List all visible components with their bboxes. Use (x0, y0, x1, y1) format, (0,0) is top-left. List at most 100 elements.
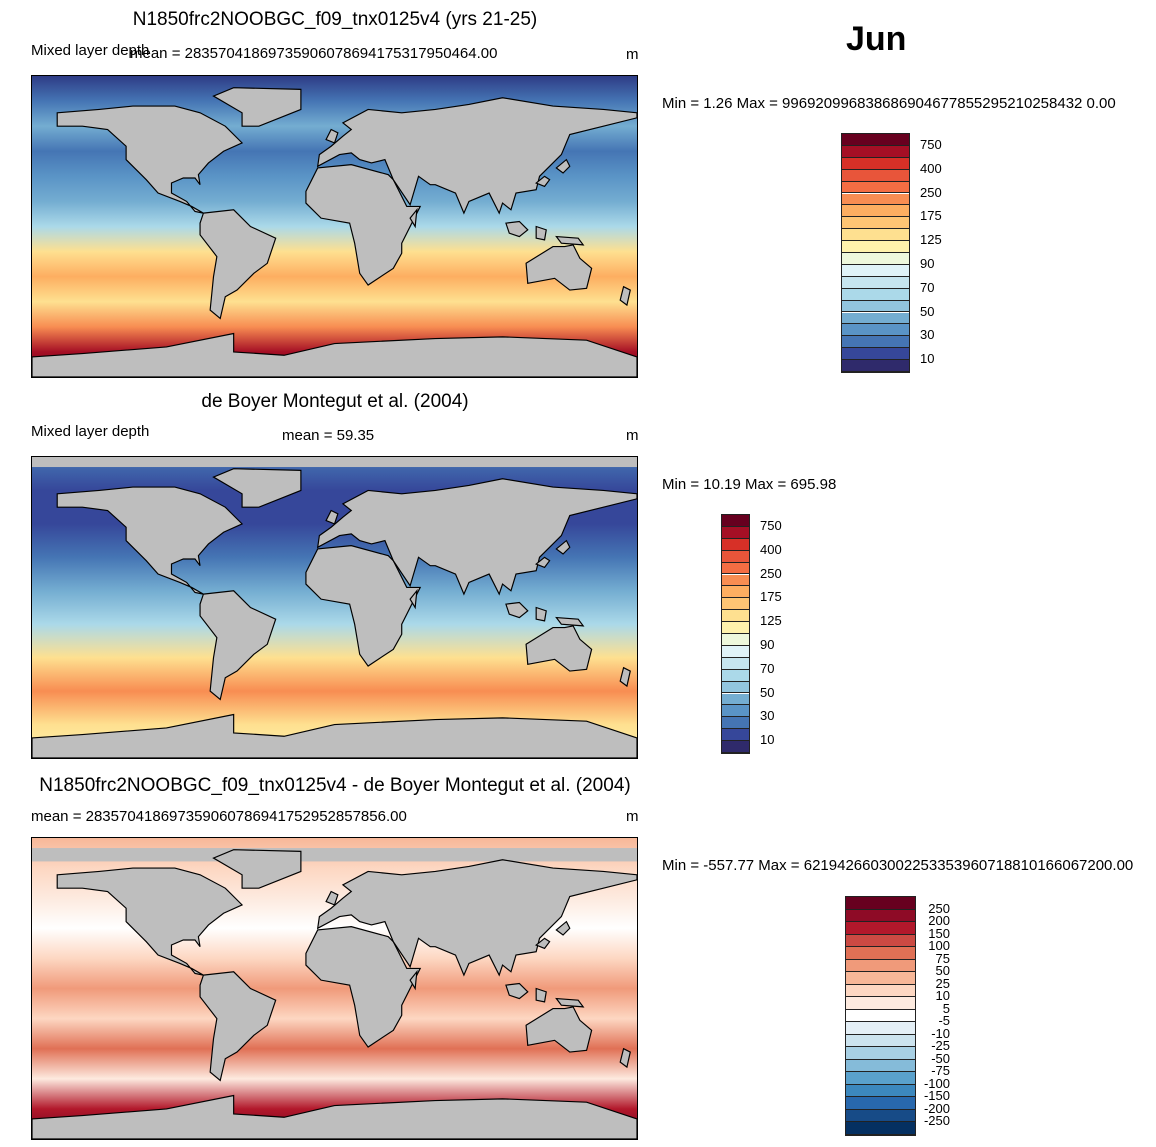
colorbar-label: 150 (928, 925, 950, 941)
panel-1-minmax: Min = 1.26 Max = 99692099683868690467785… (662, 95, 1116, 112)
panel-3-mean: mean = 283570418697359060786941752952857… (31, 808, 407, 825)
colorbar-label: 400 (920, 160, 942, 176)
panel-2-map-svg (32, 457, 637, 758)
colorbar-box (722, 515, 749, 527)
colorbar-box (842, 336, 909, 349)
arctic-missing (32, 848, 637, 862)
panel-1-variable: Mixed layer depth (31, 42, 150, 59)
colorbar-label: 200 (928, 913, 950, 929)
panel-1-mean: mean = 283570418697359060786941753179504… (130, 45, 498, 62)
panel-3-title: N1850frc2NOOBGC_f09_tnx0125v4 - de Boyer… (39, 775, 631, 796)
panel-2-title: de Boyer Montegut et al. (2004) (201, 391, 469, 412)
colorbar-box (722, 526, 749, 539)
colorbar-label: -25 (931, 1038, 950, 1054)
colorbar-box (722, 538, 749, 551)
panel-2-colorbar (721, 514, 750, 754)
colorbar-label: -250 (923, 1113, 950, 1129)
colorbar-box (842, 324, 909, 337)
colorbar-label: 25 (935, 975, 950, 991)
colorbar-box (842, 312, 909, 325)
colorbar-label: -50 (931, 1050, 950, 1066)
colorbar-box (722, 681, 749, 694)
panel-3-map (31, 837, 638, 1140)
colorbar-box (846, 1084, 915, 1098)
panel-1-colorbar (841, 133, 910, 373)
colorbar-box (846, 972, 915, 985)
colorbar-label: 750 (920, 136, 942, 152)
colorbar-box (722, 586, 749, 599)
colorbar-label: 175 (920, 208, 942, 224)
colorbar-box (842, 360, 909, 372)
colorbar-box (842, 241, 909, 253)
colorbar-box (846, 1009, 915, 1023)
colorbar-box (846, 1034, 915, 1048)
colorbar-label: 90 (920, 255, 935, 271)
colorbar-box (722, 622, 749, 634)
colorbar-box (842, 276, 909, 289)
colorbar-box (846, 909, 915, 923)
colorbar-box (722, 717, 749, 730)
colorbar-box (846, 984, 915, 998)
colorbar-box (846, 1122, 915, 1135)
colorbar-box (722, 729, 749, 742)
colorbar-box (846, 1047, 915, 1060)
colorbar-label: 10 (920, 351, 935, 367)
colorbar-label: 50 (920, 303, 935, 319)
colorbar-label: 175 (760, 589, 782, 605)
colorbar-box (842, 169, 909, 182)
colorbar-label: -75 (931, 1063, 950, 1079)
colorbar-box (842, 134, 909, 146)
colorbar-box (842, 253, 909, 265)
colorbar-box (722, 705, 749, 718)
panel-3-minmax: Min = -557.77 Max = 62194266030022533539… (662, 857, 1134, 874)
colorbar-box (722, 693, 749, 706)
panel-2-map (31, 456, 638, 759)
colorbar-box (722, 574, 749, 587)
colorbar-box (846, 922, 915, 935)
panel-3-map-svg (32, 838, 637, 1139)
colorbar-box (842, 157, 909, 170)
colorbar-box (842, 145, 909, 158)
colorbar-label: 5 (942, 1000, 950, 1016)
colorbar-label: 50 (935, 963, 950, 979)
colorbar-box (846, 1109, 915, 1123)
colorbar-box (722, 645, 749, 658)
colorbar-label: -200 (923, 1100, 950, 1116)
month-label: Jun (846, 20, 907, 58)
colorbar-box (842, 205, 909, 218)
panel-1-map (31, 75, 638, 378)
colorbar-box (842, 348, 909, 361)
panel-1-title: N1850frc2NOOBGC_f09_tnx0125v4 (yrs 21-25… (132, 9, 538, 30)
colorbar-box (842, 181, 909, 194)
colorbar-label: 10 (935, 988, 950, 1004)
panel-2-units: m (626, 427, 639, 444)
colorbar-box (842, 264, 909, 277)
colorbar-label: 100 (928, 938, 950, 954)
colorbar-box (846, 1022, 915, 1035)
colorbar-box (722, 598, 749, 611)
colorbar-box (722, 741, 749, 753)
panel-2-variable: Mixed layer depth (31, 423, 150, 440)
colorbar-box (722, 562, 749, 575)
colorbar-label: 90 (760, 636, 775, 652)
panel-3-units: m (626, 808, 639, 825)
panel-3-colorbar (845, 896, 916, 1136)
colorbar-label: -5 (938, 1013, 950, 1029)
colorbar-label: 10 (760, 732, 775, 748)
colorbar-box (846, 1097, 915, 1110)
colorbar-box (722, 550, 749, 563)
colorbar-label: 75 (935, 950, 950, 966)
colorbar-label: 400 (760, 541, 782, 557)
colorbar-label: 250 (760, 565, 782, 581)
colorbar-box (846, 897, 915, 910)
panel-2-minmax: Min = 10.19 Max = 695.98 (662, 476, 837, 493)
colorbar-box (722, 634, 749, 646)
colorbar-label: -150 (923, 1088, 950, 1104)
colorbar-box (846, 947, 915, 960)
colorbar-label: 70 (920, 279, 935, 295)
colorbar-label: 30 (760, 708, 775, 724)
panel-1-units: m (626, 46, 639, 63)
colorbar-box (842, 229, 909, 242)
colorbar-box (846, 934, 915, 948)
arctic-missing (32, 457, 637, 468)
